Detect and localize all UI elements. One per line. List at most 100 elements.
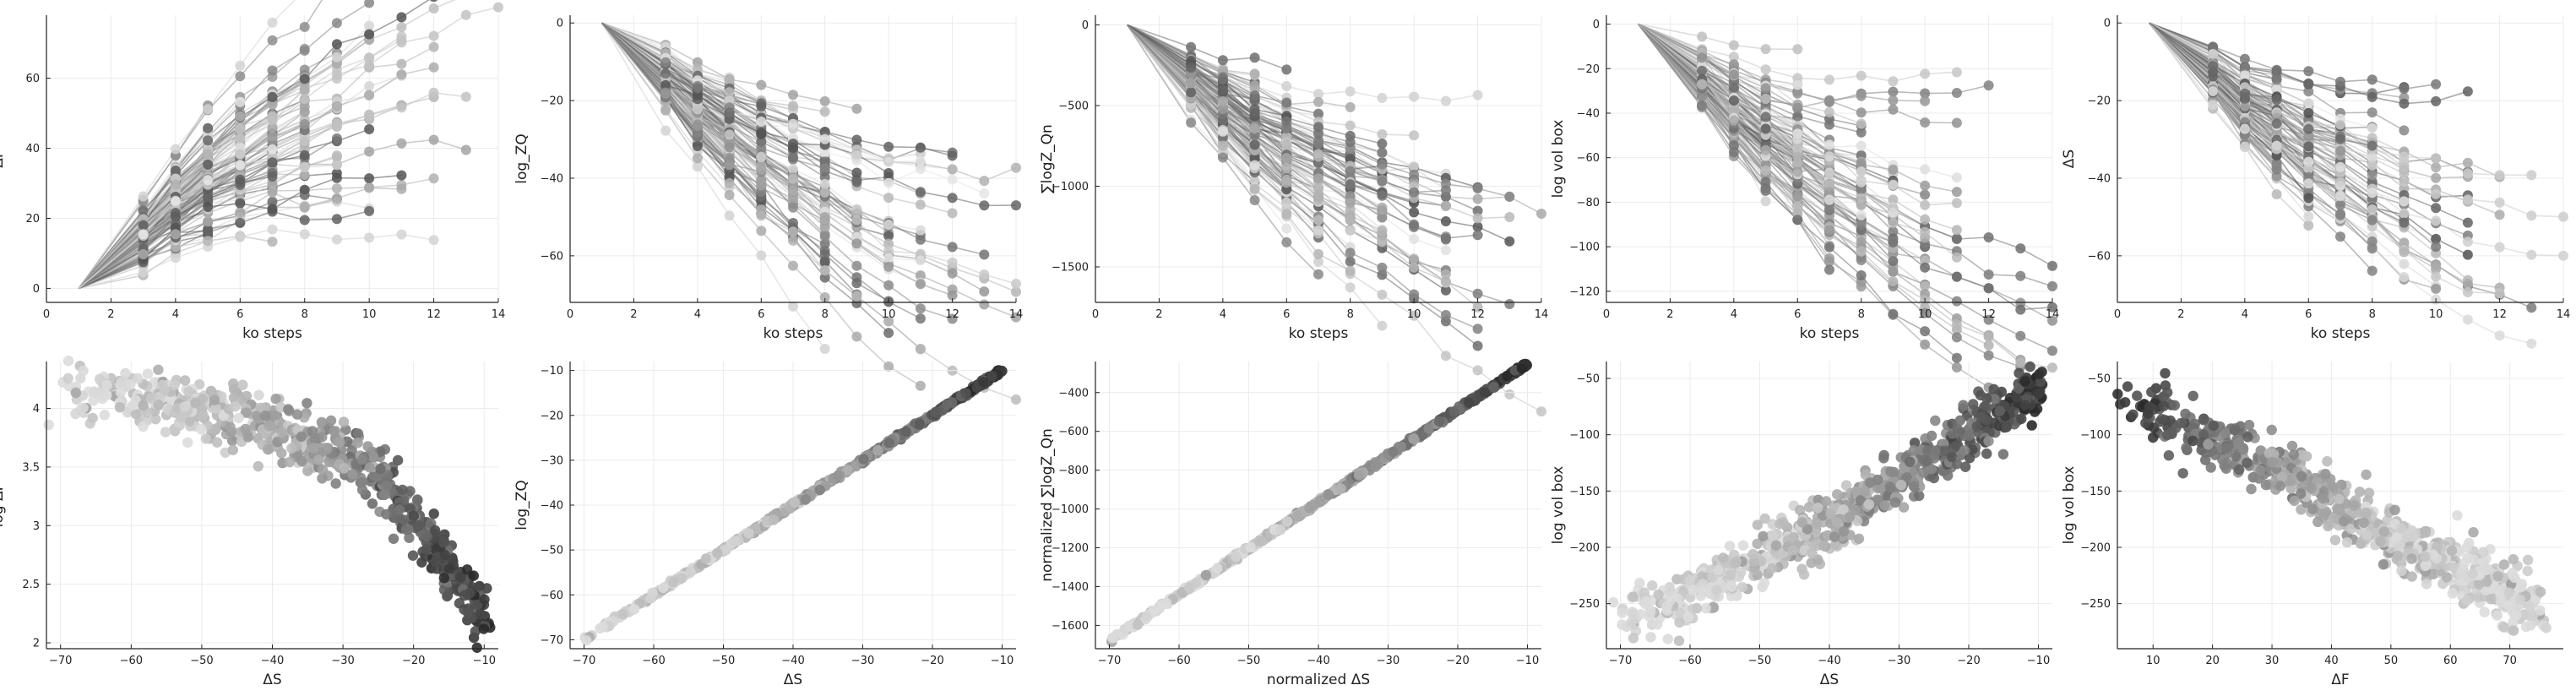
data-point	[883, 362, 894, 372]
data-point	[948, 193, 958, 203]
data-point	[1186, 42, 1196, 52]
x-tick-label: 12	[427, 308, 441, 321]
data-point	[1345, 210, 1356, 220]
data-point	[756, 164, 766, 174]
data-point	[851, 215, 861, 225]
data-point	[1697, 31, 1707, 41]
data-point	[979, 176, 989, 186]
data-point	[851, 238, 861, 248]
data-point	[1920, 263, 1930, 273]
data-point	[2367, 237, 2378, 247]
y-tick-label: 0	[33, 283, 40, 296]
data-point	[979, 300, 989, 310]
data-point	[171, 229, 181, 239]
data-point	[1313, 97, 1323, 107]
x-tick-label: 14	[1535, 308, 1549, 321]
data-point	[1729, 95, 1739, 106]
data-point	[2335, 177, 2345, 187]
data-point	[1409, 234, 1419, 244]
data-point	[1824, 195, 1834, 205]
data-point	[268, 144, 278, 155]
data-layer	[602, 23, 1021, 405]
data-point	[2431, 284, 2441, 294]
data-point	[1792, 215, 1802, 225]
data-point	[300, 85, 310, 95]
data-point	[1377, 290, 1387, 300]
data-point	[300, 73, 310, 84]
data-point	[235, 71, 245, 81]
x-tick-label: 10	[1407, 308, 1421, 321]
data-point	[429, 0, 439, 2]
data-point	[203, 216, 213, 226]
data-point	[396, 69, 406, 79]
data-point	[2399, 272, 2409, 282]
data-point	[1345, 166, 1356, 177]
data-point	[916, 255, 926, 265]
data-point	[820, 265, 830, 275]
data-point	[725, 153, 735, 163]
data-point	[1952, 253, 1962, 263]
data-point	[1952, 68, 1962, 78]
data-point	[268, 225, 278, 235]
data-point	[1761, 123, 1771, 133]
data-point	[916, 187, 926, 197]
data-point	[1250, 80, 1260, 90]
data-point	[1856, 255, 1867, 265]
data-point	[235, 218, 245, 228]
data-point	[1186, 63, 1196, 73]
data-point	[2463, 279, 2473, 289]
data-point	[820, 106, 830, 117]
data-point	[1856, 166, 1867, 177]
y-tick-label: −120	[1569, 285, 1600, 298]
data-point	[756, 181, 766, 191]
data-point	[916, 344, 926, 354]
data-point	[1504, 299, 1514, 309]
data-point	[2399, 247, 2409, 258]
data-point	[1409, 263, 1419, 273]
data-point	[1186, 117, 1196, 128]
data-point	[364, 60, 374, 70]
data-point	[916, 303, 926, 313]
data-point	[1281, 198, 1291, 208]
data-point	[788, 236, 798, 246]
data-point	[1441, 185, 1451, 195]
data-point	[1281, 153, 1291, 163]
x-axis-label: ko steps	[1289, 325, 1349, 342]
y-tick-label: −20	[2088, 95, 2111, 108]
data-point	[139, 267, 149, 277]
data-point	[1856, 128, 1867, 138]
data-point	[2399, 84, 2409, 94]
x-tick-label: 6	[1283, 308, 1290, 321]
data-point	[429, 88, 439, 98]
data-point	[820, 163, 830, 173]
data-point	[1536, 209, 1546, 219]
data-point	[2303, 79, 2313, 90]
data-point	[2463, 314, 2473, 324]
data-point	[2367, 188, 2378, 198]
data-point	[2015, 305, 2025, 315]
data-point	[693, 141, 703, 151]
data-point	[78, 366, 88, 376]
data-point	[1345, 198, 1356, 208]
data-point	[235, 198, 245, 209]
x-tick-label: 4	[1220, 308, 1226, 321]
data-point	[2431, 203, 2441, 213]
data-point	[725, 129, 735, 139]
x-axis-label: ko steps	[764, 325, 823, 342]
data-point	[1920, 200, 1930, 210]
data-point	[2303, 178, 2313, 188]
data-point	[396, 184, 406, 194]
data-point	[851, 177, 861, 188]
data-point	[1441, 269, 1451, 280]
data-point	[2272, 118, 2282, 128]
data-point	[2463, 194, 2473, 204]
data-point	[1761, 183, 1771, 193]
data-point	[660, 88, 671, 98]
data-point	[756, 152, 766, 162]
data-point	[332, 52, 342, 63]
x-tick-label: 0	[43, 308, 50, 321]
data-point	[1824, 225, 1834, 235]
data-point	[1218, 85, 1228, 95]
data-point	[1473, 213, 1483, 223]
data-point	[979, 269, 989, 280]
